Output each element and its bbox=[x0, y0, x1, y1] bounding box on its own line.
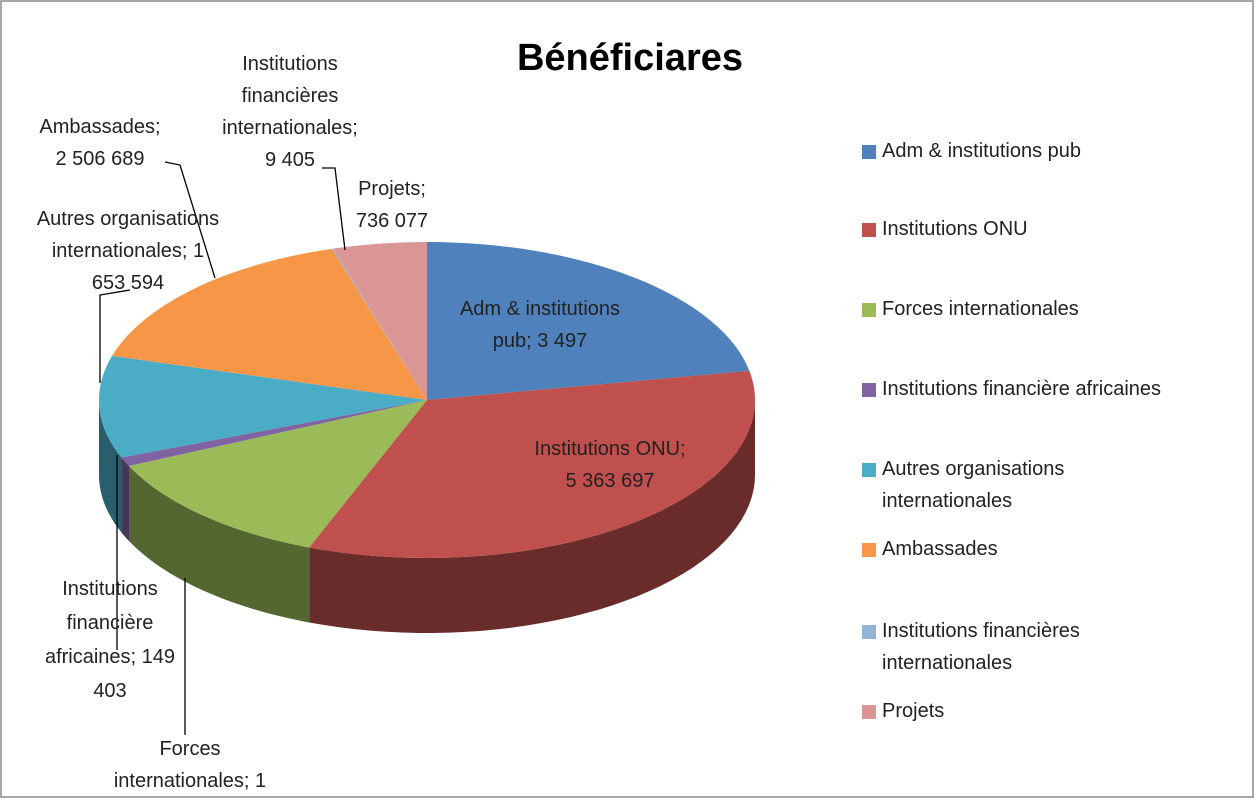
leader-lines bbox=[99, 161, 346, 735]
leader-line bbox=[99, 289, 131, 383]
slice-side bbox=[309, 400, 755, 633]
data-label: Ambassades; 2 506 689 bbox=[39, 116, 160, 170]
legend-label: Projets bbox=[882, 700, 944, 722]
legend-label: Adm & institutions pub bbox=[882, 140, 1081, 162]
slice bbox=[99, 355, 428, 458]
data-label: Forces internationales; 1 bbox=[114, 738, 266, 792]
slice bbox=[331, 248, 427, 400]
legend-label: Institutions ONU bbox=[882, 218, 1028, 240]
slice-side bbox=[121, 457, 130, 542]
slice bbox=[309, 370, 755, 558]
data-label: Autres organisations internationales; 1 65… bbox=[37, 208, 219, 294]
legend-swatch bbox=[862, 383, 876, 397]
legend: Adm & institutions pub Institutions ONU Fo… bbox=[862, 140, 1161, 722]
legend-label: Institutions financière africaines bbox=[882, 378, 1161, 400]
legend-swatch bbox=[862, 625, 876, 639]
data-label: Institutions ONU; 5 363 697 bbox=[534, 438, 685, 492]
data-label: Projets; 736 077 bbox=[356, 178, 428, 232]
slice bbox=[332, 242, 427, 400]
leader-line bbox=[322, 167, 346, 251]
legend-swatch bbox=[862, 223, 876, 237]
legend-swatch bbox=[862, 463, 876, 477]
data-labels: Adm & institutions pub; 3 497 Institutions… bbox=[37, 53, 686, 792]
data-label: Adm & institutions pub; 3 497 bbox=[460, 298, 620, 352]
slice-side bbox=[99, 400, 122, 533]
legend-swatch bbox=[862, 145, 876, 159]
legend-label: Ambassades bbox=[882, 538, 998, 560]
chart-title: Bénéficiares bbox=[517, 37, 743, 79]
slice bbox=[129, 400, 427, 548]
slice-side bbox=[129, 466, 310, 623]
data-label: Institutions financière africaines; 149 403 bbox=[45, 578, 175, 702]
legend-label: Institutions financières internationales bbox=[882, 620, 1080, 674]
data-label: Institutions financières internationales; 9… bbox=[222, 53, 358, 171]
legend-label: Forces internationales bbox=[882, 298, 1079, 320]
slice bbox=[427, 242, 750, 400]
slice bbox=[121, 400, 427, 467]
pie-tops bbox=[99, 242, 755, 558]
legend-swatch bbox=[862, 303, 876, 317]
legend-swatch bbox=[862, 543, 876, 557]
slice bbox=[112, 248, 427, 400]
pie-sides bbox=[99, 400, 755, 633]
leader-line bbox=[164, 161, 216, 279]
legend-label: Autres organisations internationales bbox=[882, 458, 1064, 512]
legend-swatch bbox=[862, 705, 876, 719]
